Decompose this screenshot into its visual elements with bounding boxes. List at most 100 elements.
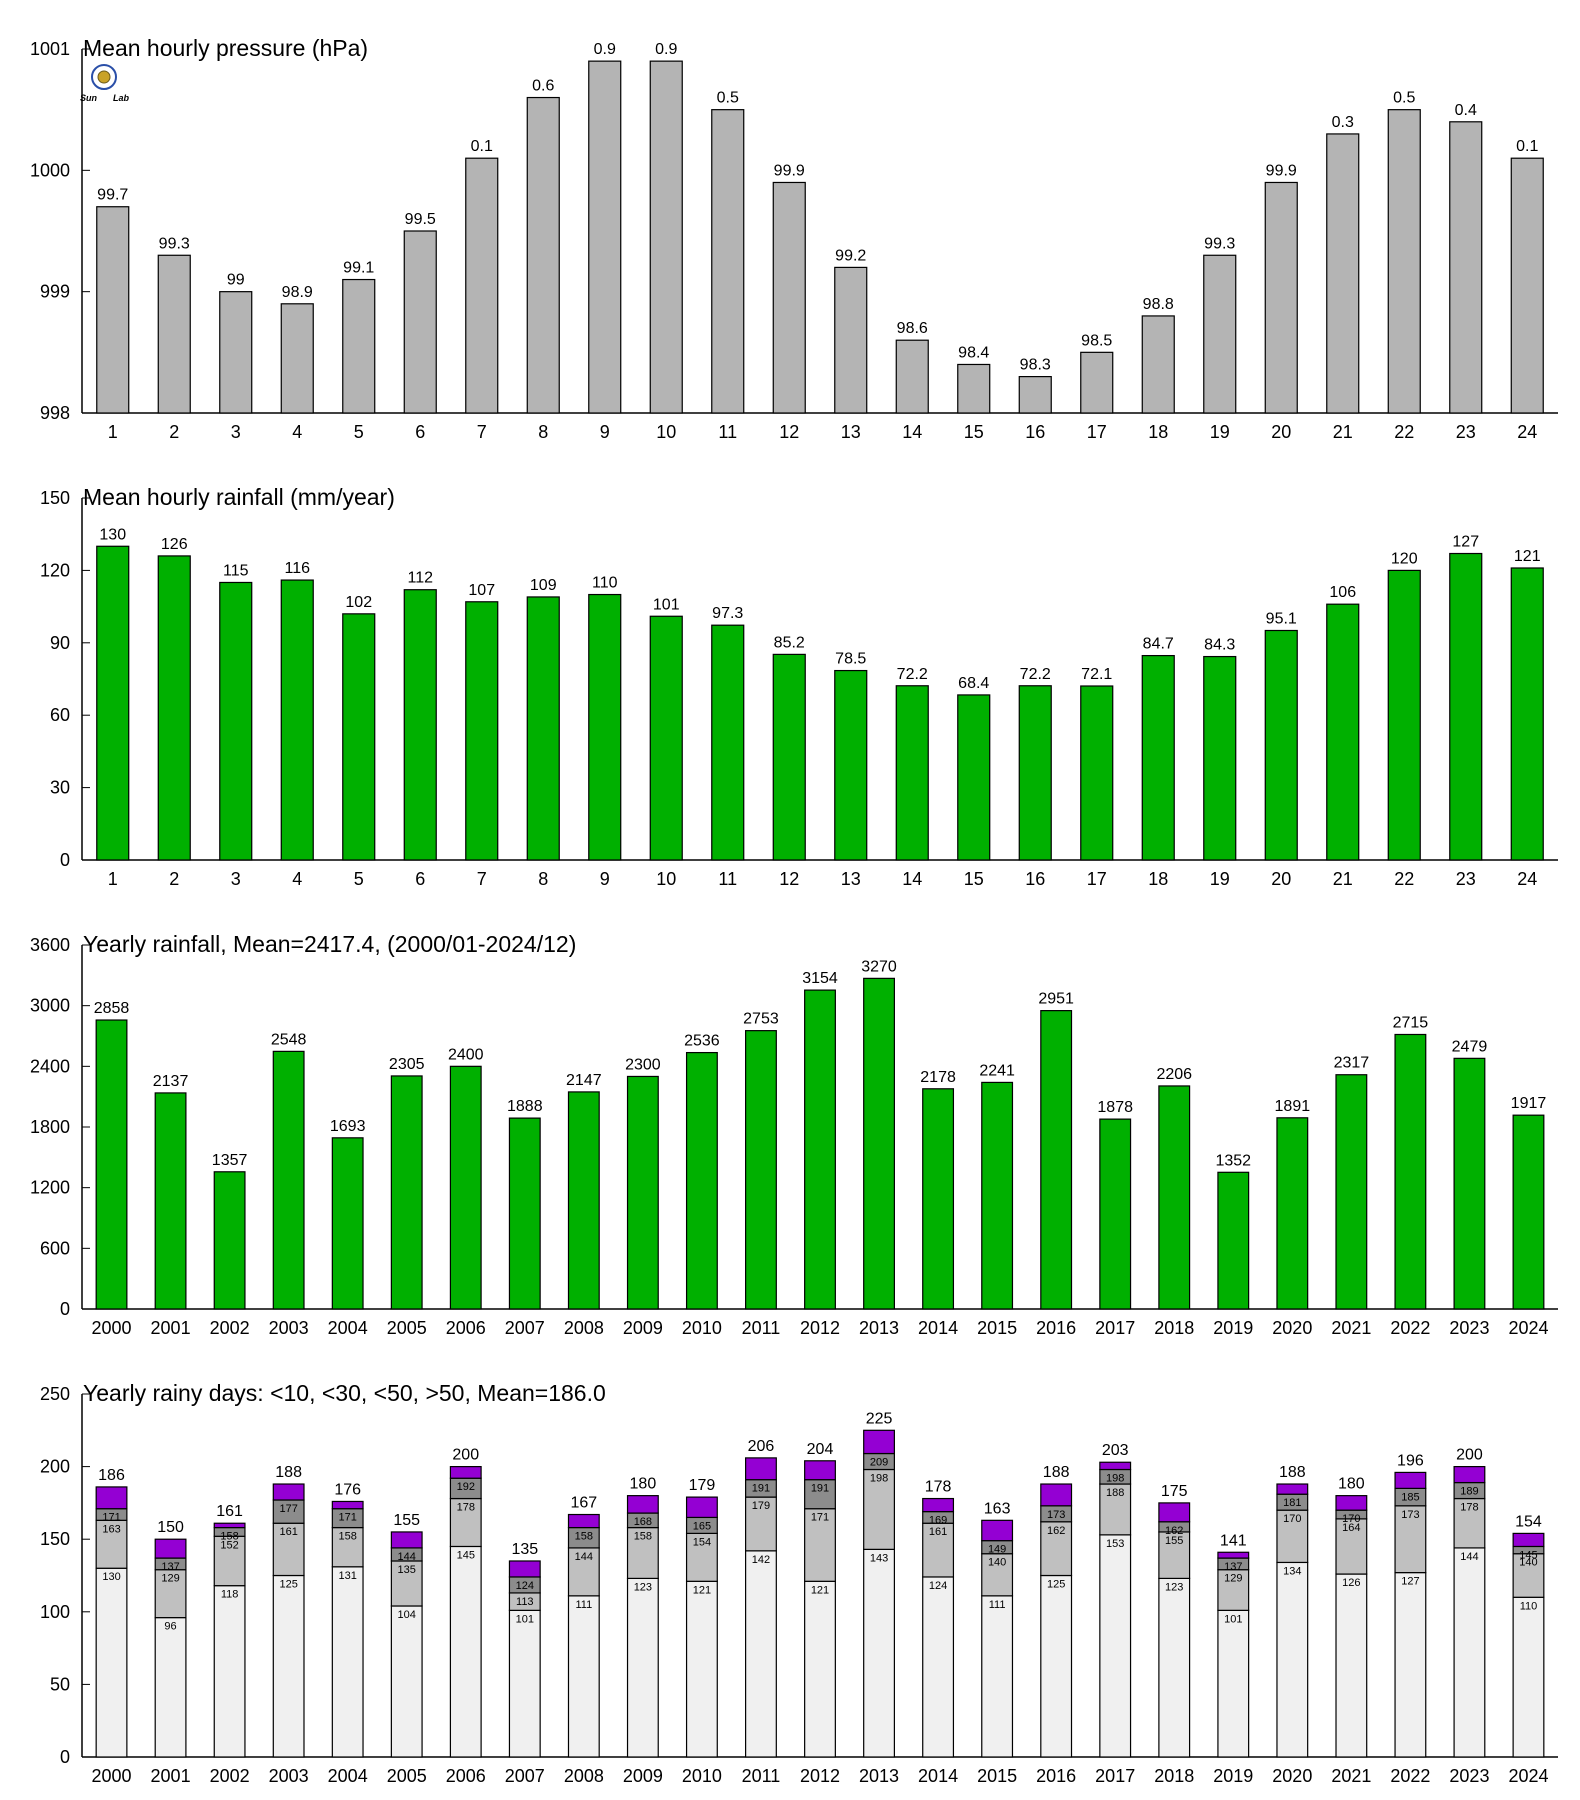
bar-value-label: 98.3 bbox=[1020, 357, 1051, 374]
bar bbox=[588, 593, 622, 861]
bar bbox=[526, 596, 560, 861]
bar-value-label: 109 bbox=[530, 577, 557, 594]
x-tick-label: 3 bbox=[231, 422, 241, 442]
segment-gt50 bbox=[213, 1522, 246, 1529]
bar bbox=[957, 694, 991, 861]
bar bbox=[272, 1050, 305, 1310]
total-value-label: 155 bbox=[393, 1512, 420, 1529]
segment-lt50-label: 198 bbox=[1106, 1473, 1124, 1485]
bar bbox=[1387, 569, 1421, 861]
bar-value-label: 72.2 bbox=[1020, 666, 1051, 683]
bar-value-label: 0.1 bbox=[1516, 138, 1538, 155]
y-tick-label: 100 bbox=[40, 1602, 70, 1622]
bar bbox=[588, 60, 622, 414]
segment-lt10-label: 131 bbox=[339, 1570, 357, 1582]
segment-lt10 bbox=[567, 1595, 600, 1758]
bar-value-label: 3270 bbox=[861, 958, 897, 975]
bar bbox=[1326, 133, 1360, 414]
segment-lt30 bbox=[1040, 1521, 1073, 1577]
x-tick-label: 6 bbox=[415, 422, 425, 442]
segment-lt10 bbox=[804, 1580, 836, 1758]
segment-gt50 bbox=[1040, 1483, 1073, 1507]
bar bbox=[96, 545, 130, 861]
y-tick-label: 30 bbox=[50, 778, 70, 798]
bar-value-label: 110 bbox=[592, 575, 618, 592]
y-tick-label: 3600 bbox=[30, 935, 70, 955]
bar bbox=[280, 303, 314, 414]
x-tick-label: 2024 bbox=[1508, 1766, 1548, 1786]
bar-value-label: 68.4 bbox=[958, 675, 989, 692]
bar bbox=[213, 1171, 246, 1310]
x-tick-label: 11 bbox=[718, 422, 737, 442]
bar bbox=[331, 1137, 364, 1310]
bar bbox=[1276, 1117, 1309, 1310]
segment-lt10-label: 153 bbox=[1106, 1538, 1124, 1550]
total-value-label: 176 bbox=[334, 1481, 361, 1498]
bar bbox=[1141, 654, 1175, 861]
segment-lt50-label: 181 bbox=[1283, 1497, 1301, 1509]
x-tick-label: 2012 bbox=[800, 1318, 840, 1338]
bar-value-label: 2178 bbox=[920, 1069, 956, 1086]
x-tick-label: 10 bbox=[656, 422, 676, 442]
bar-value-label: 98.8 bbox=[1143, 296, 1174, 313]
x-tick-label: 8 bbox=[538, 422, 548, 442]
bar bbox=[154, 1092, 187, 1310]
segment-gt50 bbox=[1394, 1471, 1427, 1489]
segment-lt30 bbox=[390, 1560, 423, 1607]
bar-value-label: 3154 bbox=[802, 970, 838, 987]
segment-lt30 bbox=[922, 1522, 955, 1578]
segment-lt30-label: 163 bbox=[102, 1523, 120, 1535]
y-tick-label: 1200 bbox=[30, 1178, 70, 1198]
segment-lt30 bbox=[1276, 1509, 1309, 1564]
total-value-label: 154 bbox=[1515, 1513, 1542, 1530]
bar bbox=[403, 589, 437, 861]
segment-gt50 bbox=[1276, 1483, 1309, 1495]
bar-value-label: 72.2 bbox=[897, 666, 928, 683]
segment-lt10-label: 101 bbox=[516, 1613, 534, 1625]
x-tick-label: 9 bbox=[600, 422, 610, 442]
bar bbox=[981, 1081, 1014, 1310]
x-tick-label: 2022 bbox=[1390, 1318, 1430, 1338]
bar-value-label: 99.3 bbox=[159, 235, 190, 252]
logo-seal-center bbox=[97, 70, 111, 84]
panel-3: 0 600 1200 1800 2400 3000 3600 2000 2001 2002 2003… bbox=[30, 931, 1558, 1338]
bar bbox=[649, 60, 683, 414]
bar bbox=[1449, 552, 1483, 861]
bar-value-label: 99.9 bbox=[1266, 162, 1297, 179]
segment-lt10-label: 111 bbox=[575, 1599, 592, 1611]
segment-lt50-label: 124 bbox=[516, 1580, 534, 1592]
bar-value-label: 78.5 bbox=[835, 651, 866, 668]
x-tick-label: 2017 bbox=[1095, 1766, 1135, 1786]
bar-value-label: 98.4 bbox=[958, 344, 989, 361]
segment-gt50 bbox=[508, 1560, 541, 1578]
segment-lt10-label: 134 bbox=[1283, 1565, 1301, 1577]
chart-title: Mean hourly rainfall (mm/year) bbox=[83, 484, 395, 510]
x-tick-label: 2013 bbox=[859, 1766, 899, 1786]
bar-value-label: 130 bbox=[99, 526, 126, 543]
segment-lt10-label: 123 bbox=[634, 1581, 652, 1593]
bar-value-label: 2858 bbox=[94, 1000, 130, 1017]
bar bbox=[922, 1088, 955, 1310]
total-value-label: 203 bbox=[1102, 1442, 1129, 1459]
bar-value-label: 0.9 bbox=[655, 41, 677, 58]
chart-title: Mean hourly pressure (hPa) bbox=[83, 35, 368, 61]
segment-gt50 bbox=[567, 1513, 600, 1529]
x-tick-label: 2005 bbox=[387, 1766, 427, 1786]
segment-lt50-label: 137 bbox=[1224, 1561, 1242, 1573]
bar-value-label: 1693 bbox=[330, 1118, 366, 1135]
bar-value-label: 1878 bbox=[1097, 1099, 1133, 1116]
bar bbox=[772, 653, 806, 861]
bar-value-label: 1888 bbox=[507, 1098, 543, 1115]
segment-lt50-label: 192 bbox=[457, 1481, 475, 1493]
bar bbox=[1326, 603, 1360, 861]
x-tick-label: 2021 bbox=[1331, 1318, 1371, 1338]
segment-gt50 bbox=[1335, 1495, 1368, 1511]
bar bbox=[1158, 1085, 1191, 1310]
bar bbox=[1512, 1114, 1545, 1310]
x-tick-label: 2018 bbox=[1154, 1766, 1194, 1786]
segment-lt10-label: 96 bbox=[164, 1621, 176, 1633]
x-tick-label: 2002 bbox=[210, 1318, 250, 1338]
segment-lt10-label: 121 bbox=[693, 1584, 711, 1596]
x-tick-label: 13 bbox=[841, 869, 861, 889]
y-tick-label: 999 bbox=[40, 282, 70, 302]
